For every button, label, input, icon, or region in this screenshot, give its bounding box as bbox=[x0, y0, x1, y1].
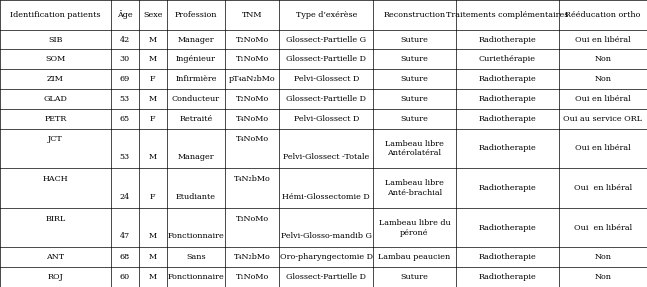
Text: Suture: Suture bbox=[400, 95, 428, 103]
Text: T₁NoMo: T₁NoMo bbox=[236, 55, 269, 63]
Text: Radiotherapie: Radiotherapie bbox=[478, 273, 536, 281]
Text: Hémi-Glossectomie D: Hémi-Glossectomie D bbox=[283, 193, 370, 201]
Text: Sexe: Sexe bbox=[143, 11, 162, 19]
Text: BIRL: BIRL bbox=[45, 214, 65, 222]
Text: Non: Non bbox=[595, 253, 611, 261]
Text: PETR: PETR bbox=[44, 115, 67, 123]
Text: Rééducation ortho: Rééducation ortho bbox=[565, 11, 641, 19]
Text: Glossect-Partielle D: Glossect-Partielle D bbox=[287, 95, 366, 103]
Text: Non: Non bbox=[595, 273, 611, 281]
Text: Manager: Manager bbox=[178, 153, 214, 161]
Text: 42: 42 bbox=[120, 36, 130, 44]
Text: 47: 47 bbox=[120, 232, 130, 240]
Text: Oui au service ORL: Oui au service ORL bbox=[564, 115, 642, 123]
Text: Identification patients: Identification patients bbox=[10, 11, 100, 19]
Text: 65: 65 bbox=[120, 115, 130, 123]
Text: T₄NoMo: T₄NoMo bbox=[236, 135, 269, 143]
Text: Etudiante: Etudiante bbox=[176, 193, 216, 201]
Text: T₂NoMo: T₂NoMo bbox=[236, 95, 269, 103]
Text: Lambeau libre
Antérolatéral: Lambeau libre Antérolatéral bbox=[385, 139, 444, 157]
Text: Suture: Suture bbox=[400, 273, 428, 281]
Text: 69: 69 bbox=[120, 75, 130, 83]
Text: M: M bbox=[149, 95, 157, 103]
Text: Oui en libéral: Oui en libéral bbox=[575, 36, 631, 44]
Text: Oui  en libéral: Oui en libéral bbox=[574, 184, 632, 192]
Text: Infirmière: Infirmière bbox=[175, 75, 217, 83]
Text: M: M bbox=[149, 232, 157, 240]
Text: 24: 24 bbox=[120, 193, 130, 201]
Text: M: M bbox=[149, 36, 157, 44]
Text: JCT: JCT bbox=[48, 135, 63, 143]
Text: M: M bbox=[149, 273, 157, 281]
Text: Oui  en libéral: Oui en libéral bbox=[574, 224, 632, 232]
Text: Manager: Manager bbox=[178, 36, 214, 44]
Text: TNM: TNM bbox=[242, 11, 263, 19]
Text: 53: 53 bbox=[120, 153, 130, 161]
Text: T₂NoMo: T₂NoMo bbox=[236, 36, 269, 44]
Text: Non: Non bbox=[595, 55, 611, 63]
Text: SOM: SOM bbox=[45, 55, 65, 63]
Text: 60: 60 bbox=[120, 273, 130, 281]
Text: T₃NoMo: T₃NoMo bbox=[236, 214, 269, 222]
Text: Ingénieur: Ingénieur bbox=[176, 55, 216, 63]
Text: 30: 30 bbox=[120, 55, 130, 63]
Text: Radiotherapie: Radiotherapie bbox=[478, 184, 536, 192]
Text: Lambeau libre du
péroné: Lambeau libre du péroné bbox=[378, 219, 450, 236]
Text: Conducteur: Conducteur bbox=[172, 95, 220, 103]
Text: Radiotherapie: Radiotherapie bbox=[478, 253, 536, 261]
Text: Pelvi-Glossect D: Pelvi-Glossect D bbox=[294, 75, 359, 83]
Text: Radiotherapie: Radiotherapie bbox=[478, 115, 536, 123]
Text: Sans: Sans bbox=[186, 253, 206, 261]
Text: Oui en libéral: Oui en libéral bbox=[575, 144, 631, 152]
Text: 53: 53 bbox=[120, 95, 130, 103]
Text: Oui en libéral: Oui en libéral bbox=[575, 95, 631, 103]
Text: Radiotherapie: Radiotherapie bbox=[478, 144, 536, 152]
Text: GLAD: GLAD bbox=[43, 95, 67, 103]
Text: Âge: Âge bbox=[117, 10, 133, 19]
Text: Lambeau libre
Anté-brachial: Lambeau libre Anté-brachial bbox=[385, 179, 444, 197]
Text: pT₄aN₂bMo: pT₄aN₂bMo bbox=[229, 75, 276, 83]
Text: Radiotherapie: Radiotherapie bbox=[478, 75, 536, 83]
Text: T₄NoMo: T₄NoMo bbox=[236, 115, 269, 123]
Text: T₁NoMo: T₁NoMo bbox=[236, 273, 269, 281]
Text: Glossect-Partielle G: Glossect-Partielle G bbox=[286, 36, 366, 44]
Text: Fonctionnaire: Fonctionnaire bbox=[168, 232, 225, 240]
Text: Suture: Suture bbox=[400, 36, 428, 44]
Text: Glossect-Partielle D: Glossect-Partielle D bbox=[287, 55, 366, 63]
Text: F: F bbox=[150, 115, 155, 123]
Text: Suture: Suture bbox=[400, 115, 428, 123]
Text: Profession: Profession bbox=[175, 11, 217, 19]
Text: Glossect-Partielle D: Glossect-Partielle D bbox=[287, 273, 366, 281]
Text: Curiethérapie: Curiethérapie bbox=[479, 55, 536, 63]
Text: Retraité: Retraité bbox=[179, 115, 213, 123]
Text: M: M bbox=[149, 55, 157, 63]
Text: ROJ: ROJ bbox=[47, 273, 63, 281]
Text: Pelvi-Glossect D: Pelvi-Glossect D bbox=[294, 115, 359, 123]
Text: F: F bbox=[150, 193, 155, 201]
Text: Radiotherapie: Radiotherapie bbox=[478, 224, 536, 232]
Text: M: M bbox=[149, 153, 157, 161]
Text: Lambau peaucien: Lambau peaucien bbox=[378, 253, 450, 261]
Text: Suture: Suture bbox=[400, 75, 428, 83]
Text: Pelvi-Glosso-mandib G: Pelvi-Glosso-mandib G bbox=[281, 232, 372, 240]
Text: Suture: Suture bbox=[400, 55, 428, 63]
Text: ZIM: ZIM bbox=[47, 75, 64, 83]
Text: Radiotherapie: Radiotherapie bbox=[478, 36, 536, 44]
Text: F: F bbox=[150, 75, 155, 83]
Text: T₄N₂bMo: T₄N₂bMo bbox=[234, 175, 270, 183]
Text: Oro-pharyngectomie D: Oro-pharyngectomie D bbox=[280, 253, 373, 261]
Text: Traitements complémentaires: Traitements complémentaires bbox=[446, 11, 569, 19]
Text: Type d’exérèse: Type d’exérèse bbox=[296, 11, 357, 19]
Text: Reconstruction: Reconstruction bbox=[384, 11, 446, 19]
Text: M: M bbox=[149, 253, 157, 261]
Text: Pelvi-Glossect -Totale: Pelvi-Glossect -Totale bbox=[283, 153, 369, 161]
Text: Fonctionnaire: Fonctionnaire bbox=[168, 273, 225, 281]
Text: T₄N₂bMo: T₄N₂bMo bbox=[234, 253, 270, 261]
Text: HACH: HACH bbox=[43, 175, 68, 183]
Text: 68: 68 bbox=[120, 253, 130, 261]
Text: SIB: SIB bbox=[48, 36, 63, 44]
Text: Non: Non bbox=[595, 75, 611, 83]
Text: ANT: ANT bbox=[47, 253, 65, 261]
Text: Radiotherapie: Radiotherapie bbox=[478, 95, 536, 103]
